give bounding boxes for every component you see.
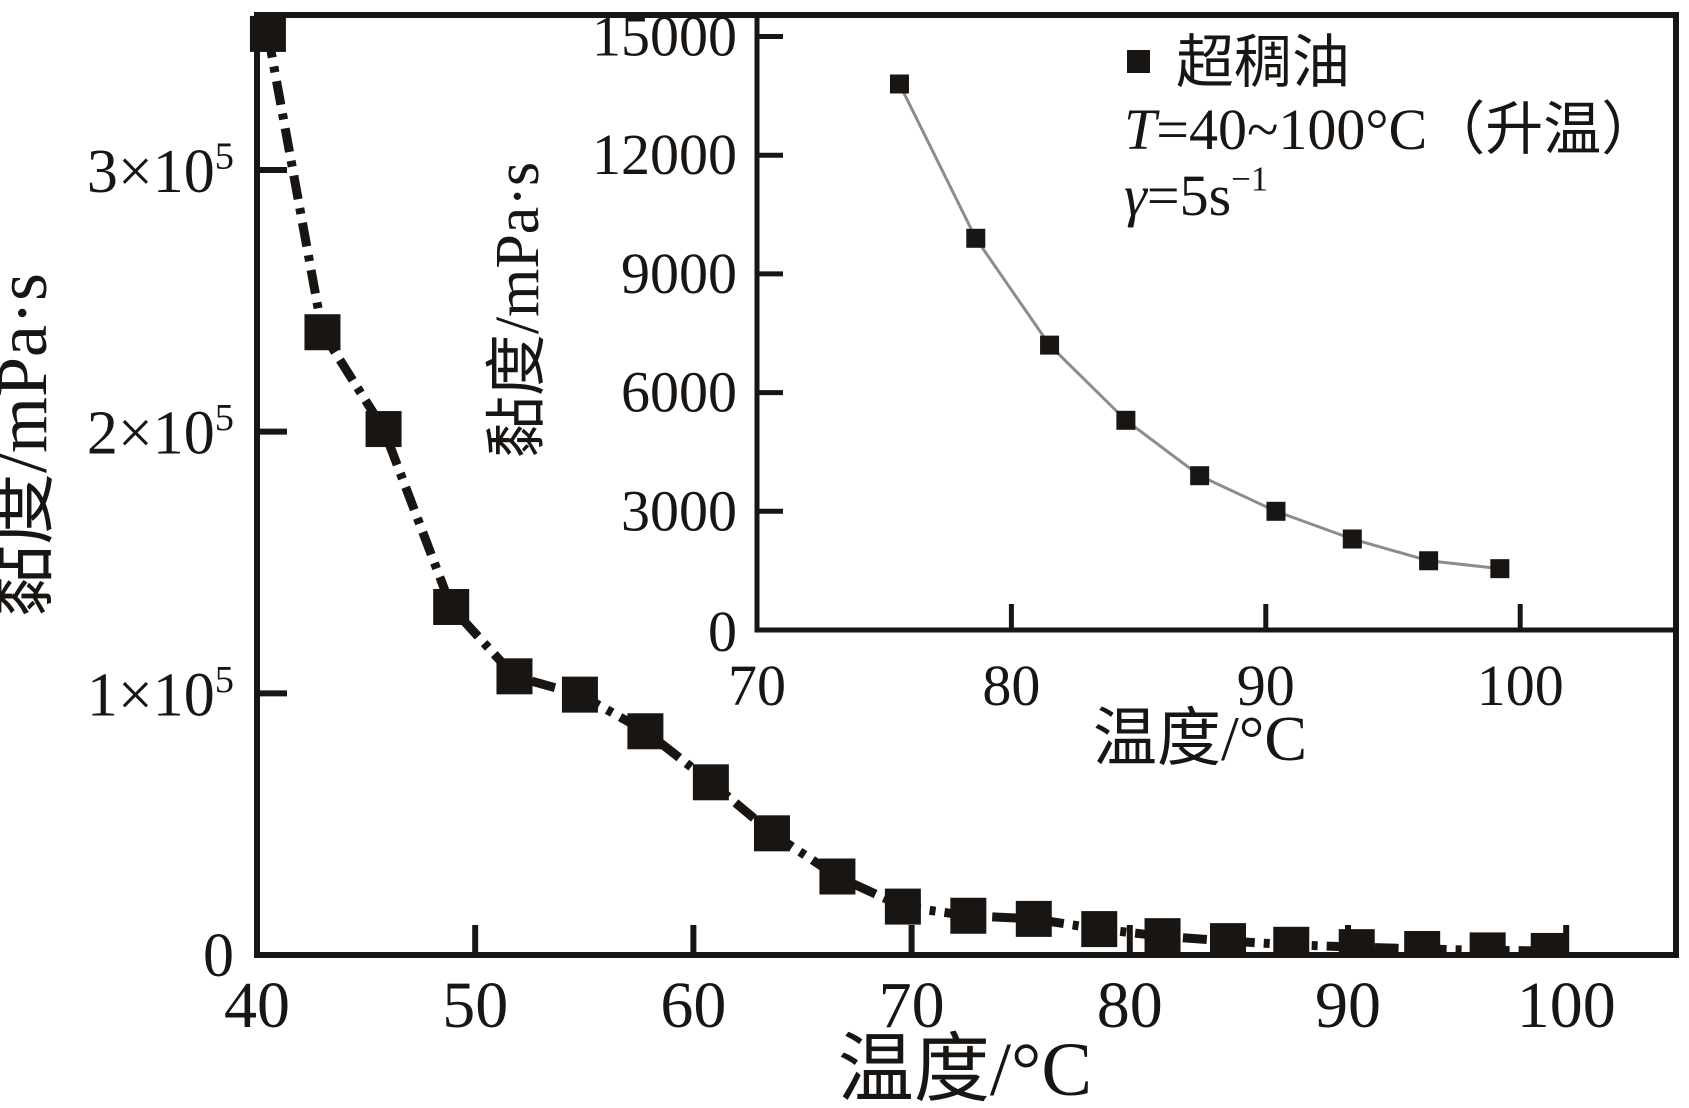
inset-series <box>889 74 1510 579</box>
inset-data-point-marker <box>966 228 986 248</box>
main-y-tick-label: 0 <box>203 922 234 990</box>
inset-y-tick-label: 3000 <box>621 478 737 543</box>
inset-data-point-marker <box>1342 529 1362 549</box>
main-data-point-marker <box>884 888 921 925</box>
main-x-tick-label: 100 <box>1517 969 1616 1042</box>
main-x-axis-title: 温度/°C <box>838 1028 1092 1108</box>
main-data-point-marker <box>1209 923 1246 953</box>
main-data-point-marker <box>561 676 598 713</box>
main-data-point-marker <box>304 314 341 351</box>
main-data-point-marker <box>753 815 790 852</box>
main-y-tick-label: 1×105 <box>87 659 234 730</box>
main-data-point-marker <box>1144 918 1181 953</box>
inset-y-axis-title: 黏度/mPa·s <box>484 162 552 458</box>
main-data-point-marker <box>1081 911 1118 948</box>
inset-y-tick-label: 6000 <box>621 360 737 425</box>
legend-line-2: T=40~100°C（升温） <box>1124 97 1659 162</box>
main-data-point-marker <box>692 764 729 801</box>
main-x-tick-label: 80 <box>1097 969 1163 1042</box>
main-y-tick-label: 2×105 <box>87 397 234 468</box>
legend-line-3: γ=5s−1 <box>1124 160 1268 228</box>
main-y-tick-label: 3×105 <box>87 135 234 206</box>
main-data-point-marker <box>950 897 987 934</box>
inset-x-axis-title: 温度/°C <box>1093 703 1307 774</box>
main-plot-border <box>254 12 1679 958</box>
main-data-point-marker <box>433 588 470 625</box>
main-data-point-marker <box>1338 929 1375 953</box>
inset-x-tick-label: 100 <box>1477 653 1564 718</box>
main-x-tick-label: 40 <box>224 969 290 1042</box>
main-data-point-marker <box>627 713 664 750</box>
inset-data-point-marker <box>1040 335 1060 355</box>
main-y-axis-title: 黏度/mPa·s <box>0 273 62 617</box>
inset-data-point-marker <box>1266 501 1286 521</box>
inset-data-point-marker <box>1116 410 1136 430</box>
main-data-point-marker <box>1469 932 1506 953</box>
inset-x-tick-label: 70 <box>728 653 786 718</box>
main-series-line <box>263 33 1549 953</box>
inset-x-tick-label: 80 <box>982 653 1040 718</box>
main-x-tick-label: 60 <box>660 969 726 1042</box>
inset-y-tick-label: 12000 <box>592 122 737 187</box>
main-data-point-marker <box>1530 932 1567 953</box>
legend-marker-icon <box>1127 50 1150 73</box>
main-x-tick-label: 50 <box>442 969 508 1042</box>
inset-data-point-marker <box>1190 466 1210 486</box>
inset-data-point-marker <box>1490 559 1510 579</box>
inset-y-tick-label: 0 <box>708 599 737 664</box>
main-data-point-marker <box>819 858 856 895</box>
main-x-tick-label: 90 <box>1315 969 1381 1042</box>
main-data-point-marker <box>1404 930 1441 953</box>
main-x-tick-label: 70 <box>879 969 945 1042</box>
inset-y-tick-label: 15000 <box>592 3 737 68</box>
inset-x-tick-label: 90 <box>1237 653 1295 718</box>
main-data-point-marker <box>249 15 286 52</box>
inset-data-point-marker <box>889 74 909 94</box>
inset-y-tick-label: 9000 <box>621 241 737 306</box>
main-data-point-marker <box>1273 926 1310 953</box>
main-data-point-marker <box>1015 900 1052 937</box>
main-data-point-marker <box>496 658 533 695</box>
inset-data-point-marker <box>1419 551 1439 571</box>
main-data-point-marker <box>365 411 402 448</box>
main-series <box>249 15 1567 953</box>
legend-line-1: 超稠油 <box>1176 30 1350 95</box>
